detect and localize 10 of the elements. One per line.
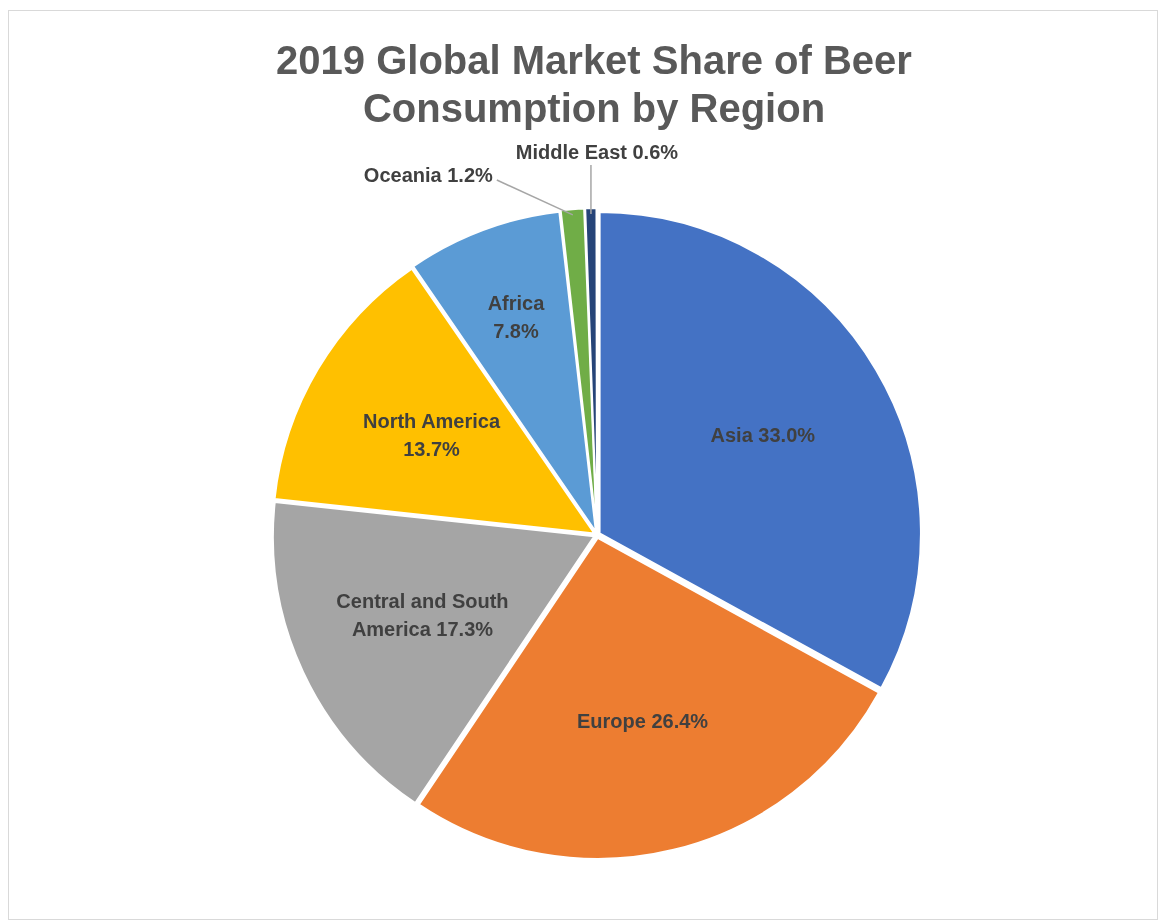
slice-label: Africa [487,292,546,315]
slice-label: Central and South America 17.3% [336,589,509,640]
data-label: 13.7% [403,437,461,460]
chart-title: 2019 Global Market Share of Beer Consumption by Region [275,37,913,132]
slice-label: North America [362,409,501,432]
slice-label: Oceania 1.2% [363,163,494,186]
data-label: 7.8% [493,320,539,343]
slice-label: Asia 33.0% [710,424,816,447]
slice-label: Europe 26.4% [576,709,709,732]
slice-label: Middle East 0.6% [515,140,679,163]
